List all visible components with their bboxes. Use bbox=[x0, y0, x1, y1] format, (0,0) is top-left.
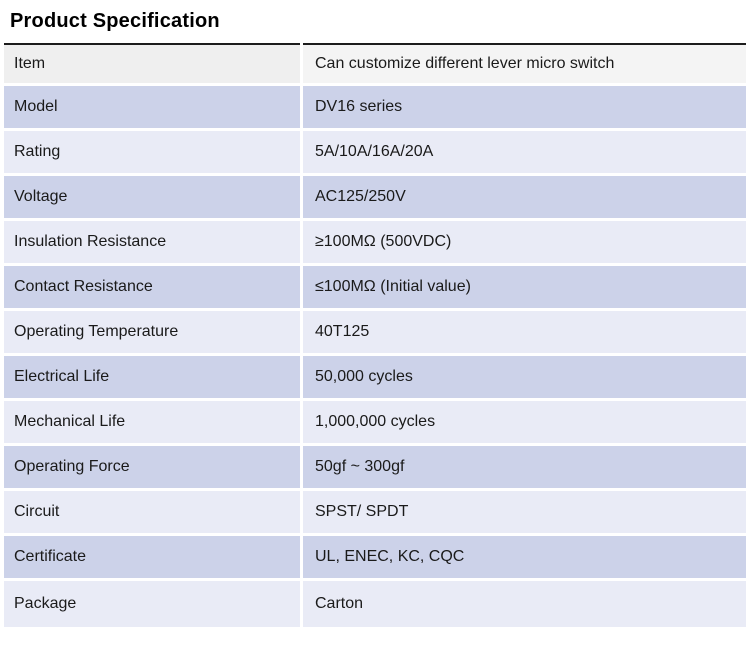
table-row-electrical-life: Electrical Life 50,000 cycles bbox=[4, 356, 746, 398]
table-row-package: Package Carton bbox=[4, 581, 746, 627]
row-value-cell: AC125/250V bbox=[303, 176, 746, 218]
row-label-cell: Contact Resistance bbox=[4, 266, 300, 308]
row-label-cell: Electrical Life bbox=[4, 356, 300, 398]
row-label-cell: Voltage bbox=[4, 176, 300, 218]
row-label-cell: Operating Force bbox=[4, 446, 300, 488]
row-value-cell: 50,000 cycles bbox=[303, 356, 746, 398]
row-value-cell: Carton bbox=[303, 581, 746, 627]
table-row-item: Item Can customize different lever micro… bbox=[4, 43, 746, 83]
row-value-cell: 5A/10A/16A/20A bbox=[303, 131, 746, 173]
row-label-cell: Item bbox=[4, 43, 300, 83]
table-row-voltage: Voltage AC125/250V bbox=[4, 176, 746, 218]
row-label-cell: Mechanical Life bbox=[4, 401, 300, 443]
table-row-rating: Rating 5A/10A/16A/20A bbox=[4, 131, 746, 173]
row-value-cell: Can customize different lever micro swit… bbox=[303, 43, 746, 83]
row-label-cell: Circuit bbox=[4, 491, 300, 533]
row-label-cell: Certificate bbox=[4, 536, 300, 578]
table-row-operating-force: Operating Force 50gf ~ 300gf bbox=[4, 446, 746, 488]
row-label-cell: Insulation Resistance bbox=[4, 221, 300, 263]
table-row-circuit: Circuit SPST/ SPDT bbox=[4, 491, 746, 533]
table-row-operating-temperature: Operating Temperature 40T125 bbox=[4, 311, 746, 353]
row-label-cell: Operating Temperature bbox=[4, 311, 300, 353]
row-label-cell: Package bbox=[4, 581, 300, 627]
spec-table: Item Can customize different lever micro… bbox=[1, 40, 749, 630]
row-value-cell: 1,000,000 cycles bbox=[303, 401, 746, 443]
row-value-cell: ≤100MΩ (Initial value) bbox=[303, 266, 746, 308]
row-value-cell: 50gf ~ 300gf bbox=[303, 446, 746, 488]
row-value-cell: 40T125 bbox=[303, 311, 746, 353]
page-title: Product Specification bbox=[10, 10, 220, 32]
table-row-mechanical-life: Mechanical Life 1,000,000 cycles bbox=[4, 401, 746, 443]
row-value-cell: DV16 series bbox=[303, 86, 746, 128]
table-row-insulation-resistance: Insulation Resistance ≥100MΩ (500VDC) bbox=[4, 221, 746, 263]
row-value-cell: SPST/ SPDT bbox=[303, 491, 746, 533]
row-label-cell: Model bbox=[4, 86, 300, 128]
row-value-cell: ≥100MΩ (500VDC) bbox=[303, 221, 746, 263]
product-spec-section: Product Specification Item Can customize… bbox=[0, 8, 754, 630]
row-label-cell: Rating bbox=[4, 131, 300, 173]
table-row-model: Model DV16 series bbox=[4, 86, 746, 128]
row-value-cell: UL, ENEC, KC, CQC bbox=[303, 536, 746, 578]
table-row-certificate: Certificate UL, ENEC, KC, CQC bbox=[4, 536, 746, 578]
table-row-contact-resistance: Contact Resistance ≤100MΩ (Initial value… bbox=[4, 266, 746, 308]
